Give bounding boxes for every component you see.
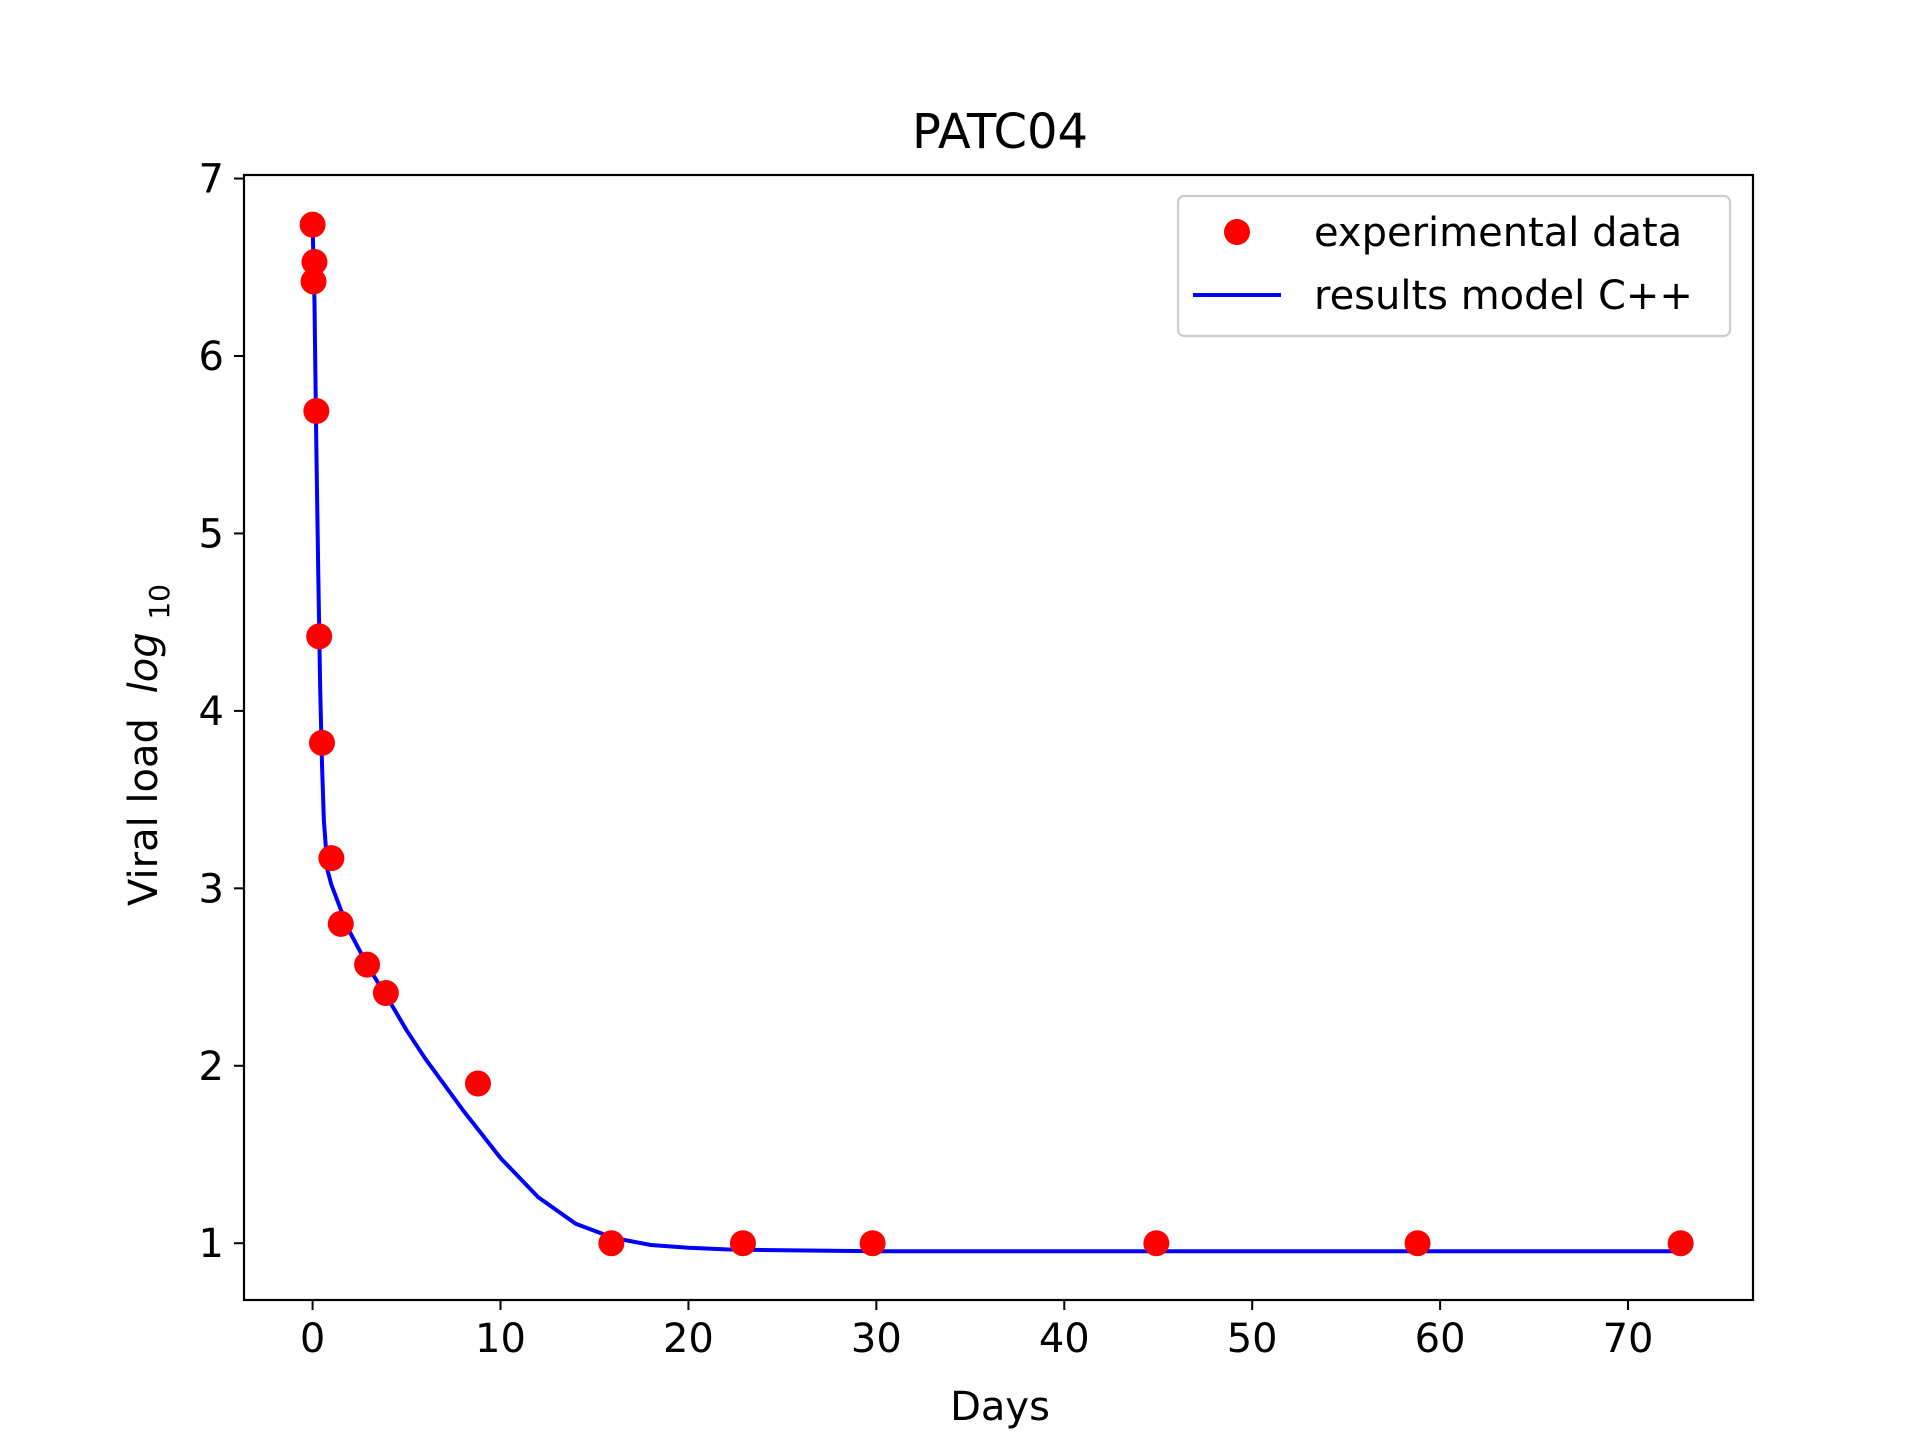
plot-area <box>299 211 1694 1257</box>
y-tick-label: 1 <box>199 1221 224 1267</box>
data-point-experimental <box>729 1230 756 1257</box>
legend-label-experimental-data: experimental data <box>1314 210 1682 256</box>
x-tick-label: 60 <box>1415 1316 1466 1362</box>
y-axis-label-math: log <box>121 632 167 693</box>
y-axis-label: Viral load log 10 <box>121 584 176 906</box>
data-point-experimental <box>1143 1230 1170 1257</box>
x-tick-label: 10 <box>475 1316 526 1362</box>
y-tick-label: 6 <box>199 334 224 380</box>
legend-marker-experimental-data <box>1224 219 1250 245</box>
legend-box <box>1176 194 1732 338</box>
x-tick-label: 50 <box>1227 1316 1278 1362</box>
data-point-experimental <box>299 211 326 238</box>
data-point-experimental <box>308 729 335 756</box>
data-point-experimental <box>300 268 327 295</box>
data-point-experimental <box>306 623 333 650</box>
data-point-experimental <box>327 910 354 937</box>
y-tick-label: 7 <box>199 157 224 203</box>
data-point-experimental <box>354 951 381 978</box>
x-tick-label: 70 <box>1603 1316 1654 1362</box>
data-point-experimental <box>301 248 328 275</box>
y-tick-label: 5 <box>199 511 224 557</box>
legend-label-results-model: results model C++ <box>1314 273 1693 319</box>
chart-title: PATC04 <box>912 104 1088 160</box>
y-tick-label: 3 <box>199 866 224 912</box>
data-point-experimental <box>303 398 330 425</box>
x-axis: 0 10 20 30 40 50 60 70 <box>300 1300 1654 1362</box>
data-point-experimental <box>1667 1230 1694 1257</box>
plot-frame <box>242 173 1755 1302</box>
y-tick-label: 2 <box>199 1044 224 1090</box>
legend: experimental data results model C++ <box>1176 194 1732 338</box>
data-point-experimental <box>372 980 399 1007</box>
x-tick-label: 40 <box>1039 1316 1090 1362</box>
data-point-experimental <box>859 1230 886 1257</box>
x-tick-label: 0 <box>300 1316 325 1362</box>
data-point-experimental <box>318 845 345 872</box>
x-tick-label: 30 <box>851 1316 902 1362</box>
y-axis-label-subscript: 10 <box>143 584 176 620</box>
y-tick-label: 4 <box>199 689 224 735</box>
data-point-experimental <box>598 1230 625 1257</box>
y-axis-label-text: Viral load <box>121 718 167 906</box>
x-axis-label: Days <box>950 1384 1050 1430</box>
y-axis: 1 2 3 4 5 6 7 <box>199 157 244 1267</box>
data-point-experimental <box>1404 1230 1431 1257</box>
x-tick-label: 20 <box>663 1316 714 1362</box>
data-point-experimental <box>464 1070 491 1097</box>
